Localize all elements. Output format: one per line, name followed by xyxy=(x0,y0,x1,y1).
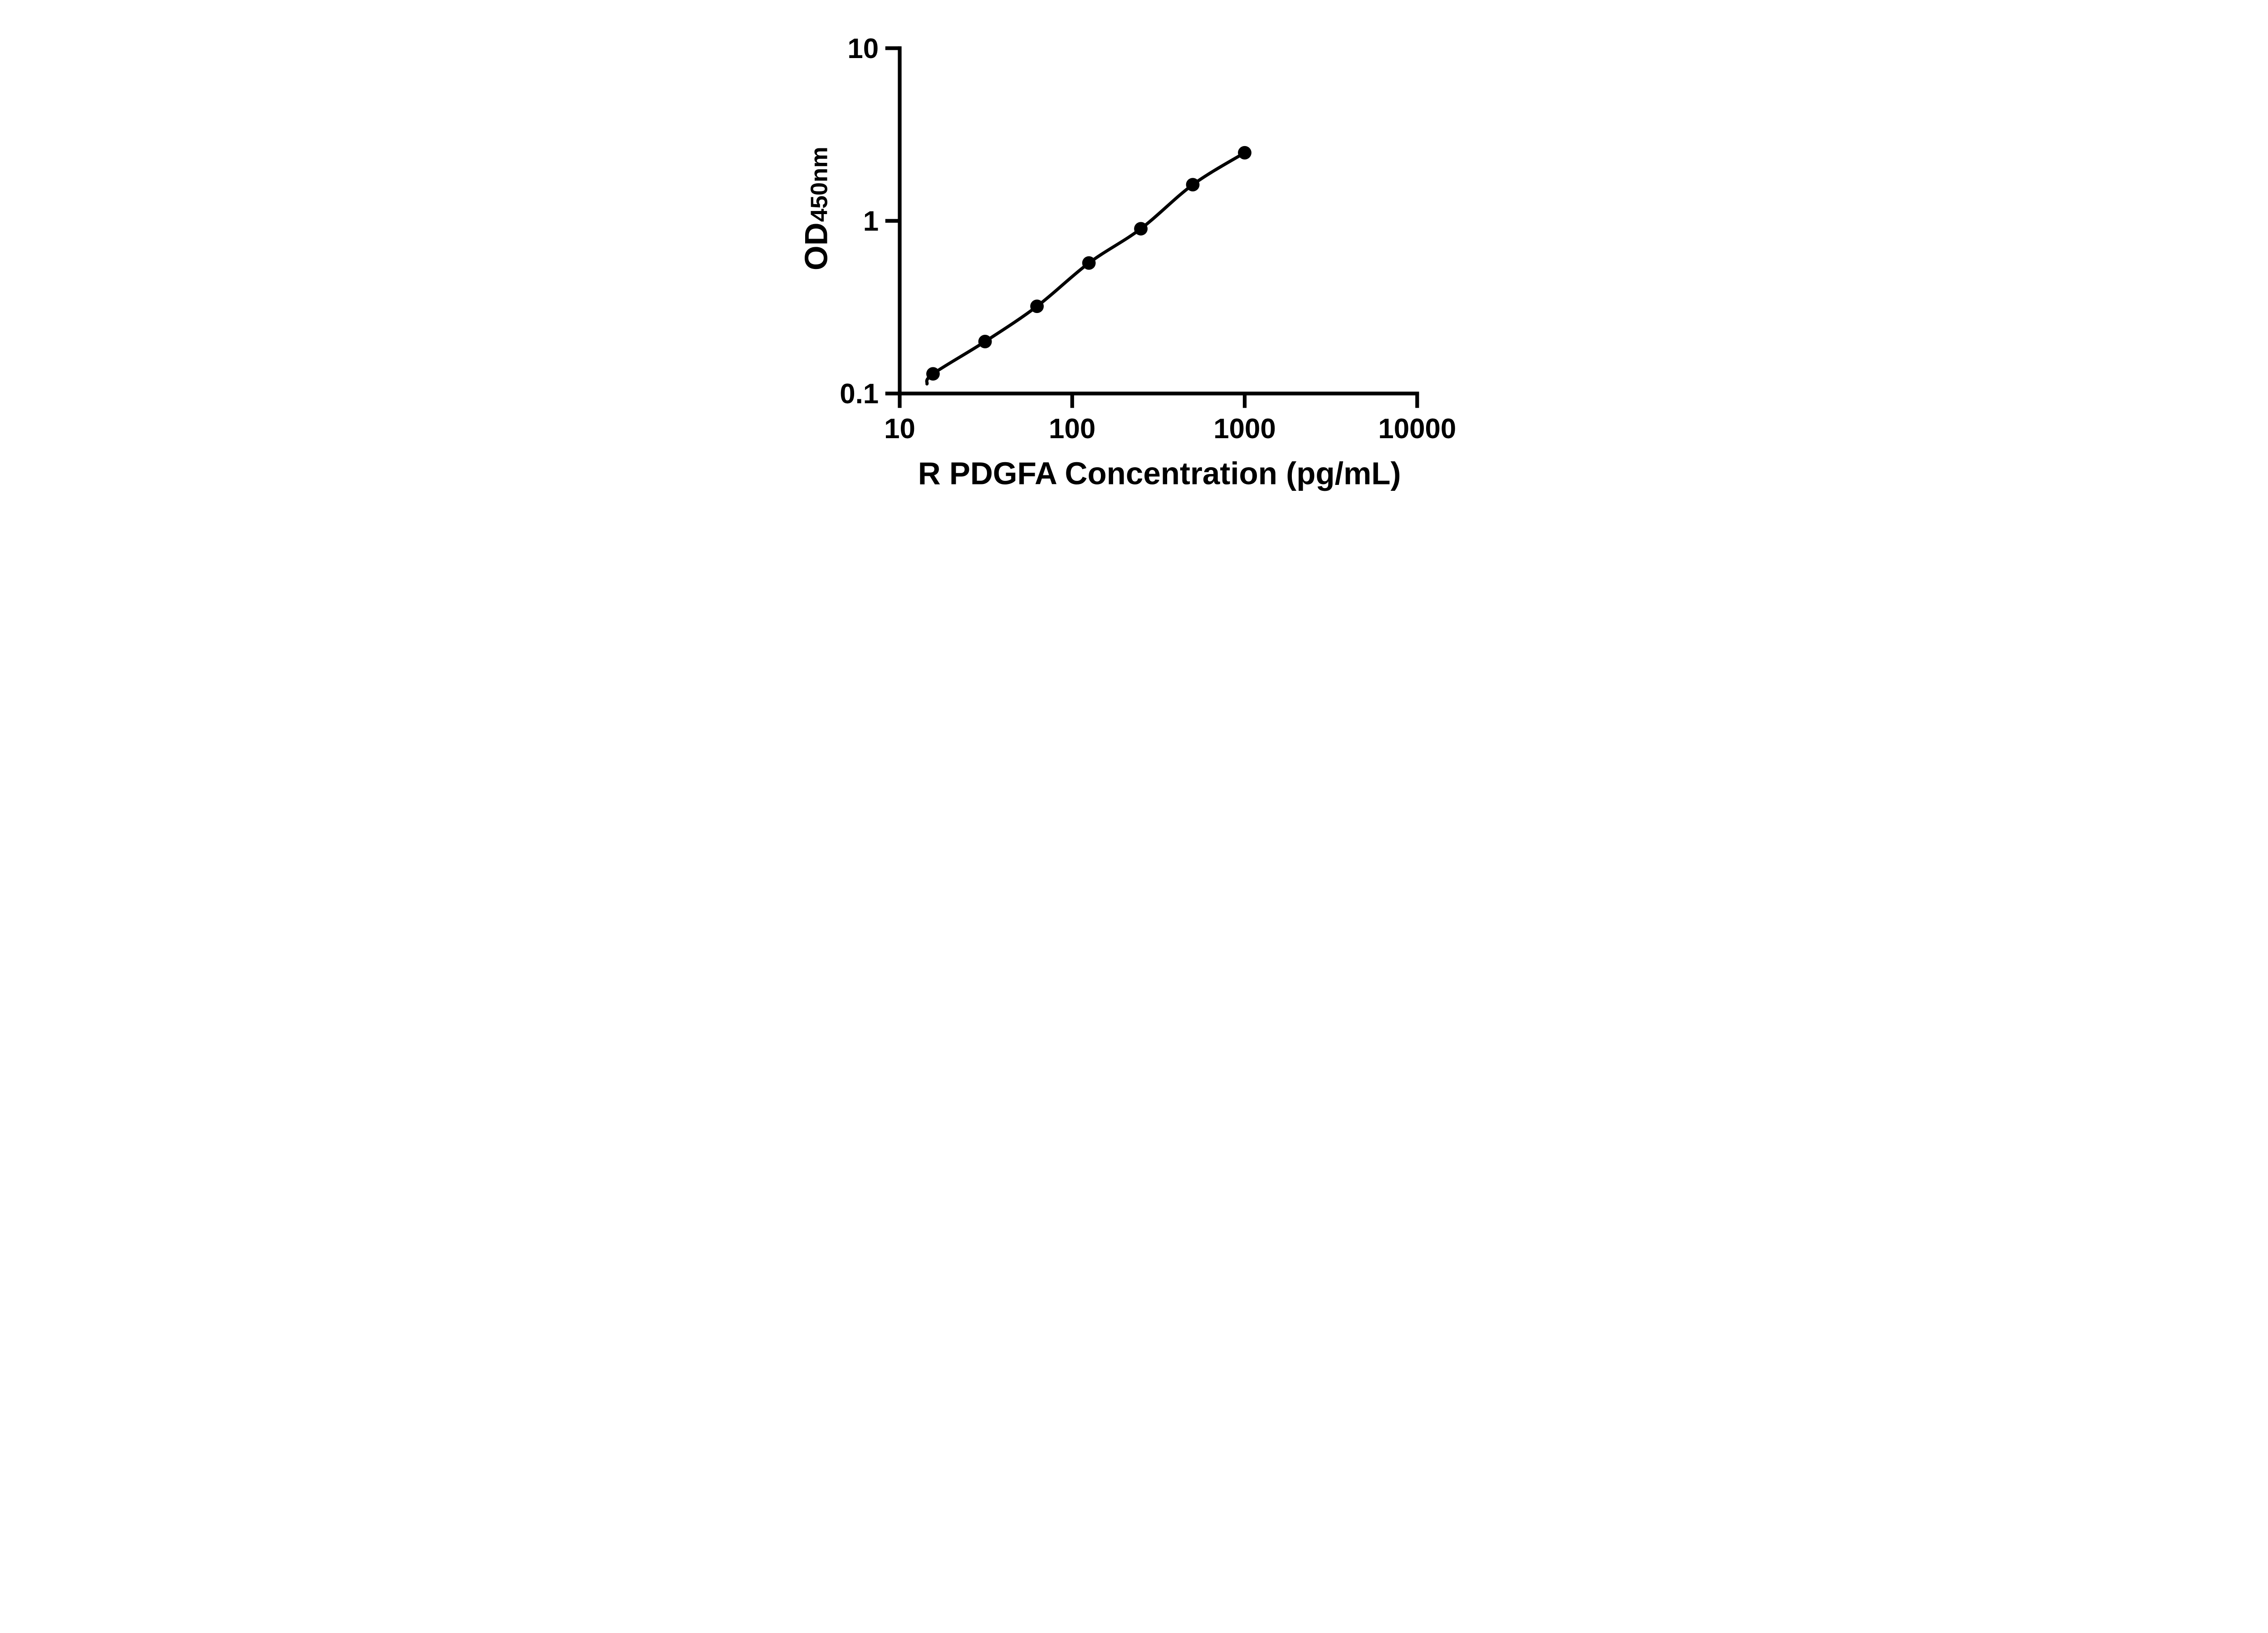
axes xyxy=(898,46,1419,396)
data-point xyxy=(1082,256,1096,270)
data-point xyxy=(978,335,992,348)
x-axis-title: R PDGFA Concentration (pg/mL) xyxy=(918,456,1401,491)
y-tick-label: 0.1 xyxy=(840,378,879,410)
y-axis-title: OD 450nm xyxy=(798,147,834,270)
data-point xyxy=(926,367,940,381)
y-tick-label: 10 xyxy=(847,33,879,64)
x-tick-label: 10 xyxy=(884,413,915,445)
standard-curve-chart: 10 1 0.1 10 100 1000 10000 OD 450nm R PDGFA C… xyxy=(771,0,1497,518)
standard-curve-points xyxy=(926,146,1251,381)
y-axis-ticks xyxy=(885,46,900,396)
x-axis-ticks xyxy=(898,393,1419,408)
y-axis-title-subscript: 450nm xyxy=(807,147,833,222)
data-point xyxy=(1186,178,1200,192)
data-point xyxy=(1030,299,1044,313)
elisa-standard-curve-figure: 10 1 0.1 10 100 1000 10000 OD 450nm R PDGFA C… xyxy=(771,0,1497,518)
data-point xyxy=(1238,146,1251,160)
data-point xyxy=(1134,222,1148,236)
x-tick-label: 10000 xyxy=(1378,413,1456,445)
y-axis-title-main: OD xyxy=(798,223,834,271)
y-tick-label: 1 xyxy=(863,205,879,237)
x-tick-label: 1000 xyxy=(1213,413,1276,445)
y-axis-tick-labels: 10 1 0.1 xyxy=(840,33,879,410)
x-tick-label: 100 xyxy=(1049,413,1095,445)
x-axis-tick-labels: 10 100 1000 10000 xyxy=(884,413,1456,445)
